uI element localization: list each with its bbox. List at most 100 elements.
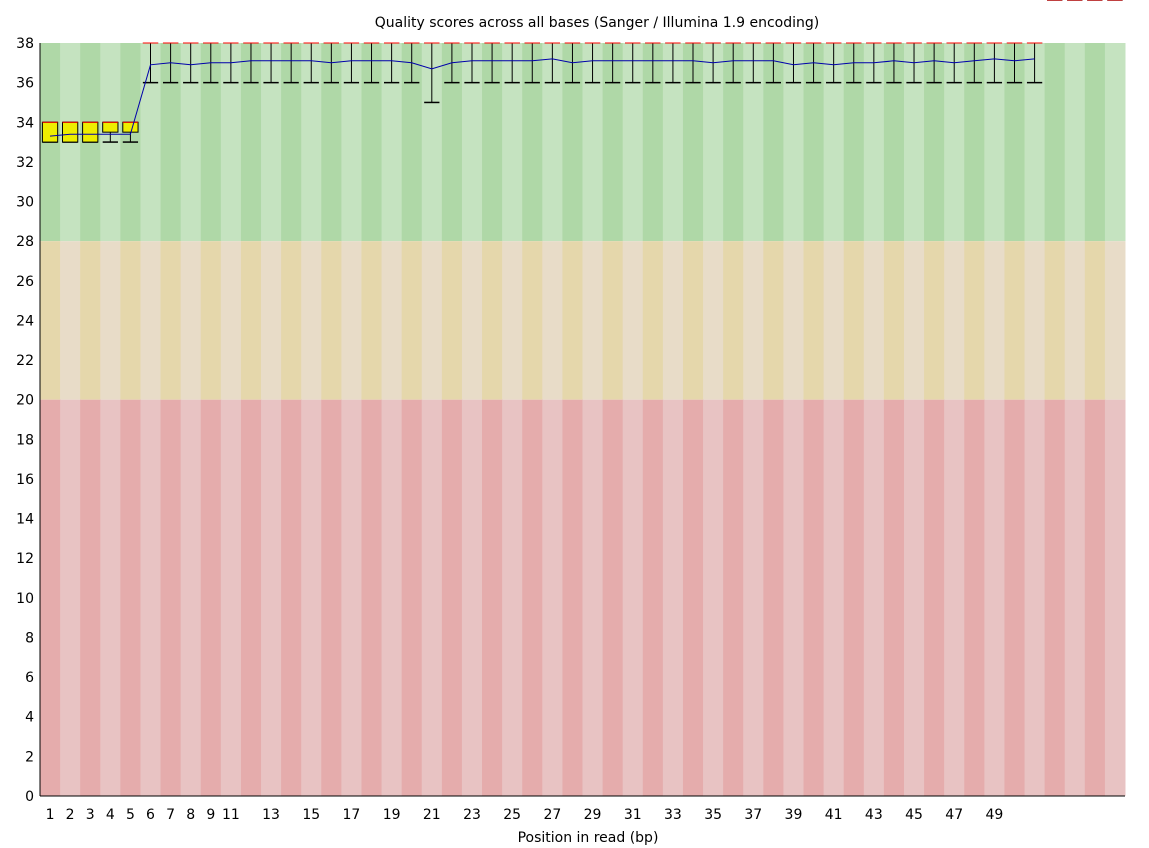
quality-bands <box>40 43 1126 796</box>
band-poor-stripe-2 <box>60 399 81 796</box>
band-poor-stripe-14 <box>301 399 322 796</box>
band-good-stripe-31 <box>642 43 664 242</box>
band-reasonable-stripe-6 <box>140 241 162 400</box>
band-good-stripe-41 <box>843 43 865 242</box>
band-poor-stripe-50 <box>1024 399 1046 796</box>
band-poor-stripe-17 <box>361 399 383 796</box>
box-1 <box>41 121 59 143</box>
x-tick-label-9: 9 <box>206 807 215 823</box>
band-good-stripe-9 <box>200 43 222 242</box>
band-reasonable-stripe-30 <box>622 241 644 400</box>
band-reasonable-stripe-11 <box>240 241 262 400</box>
band-reasonable-stripe-54 <box>1104 241 1126 400</box>
band-good-stripe-13 <box>281 43 302 242</box>
band-good-stripe-21 <box>441 43 463 242</box>
y-tick-label-22: 22 <box>16 353 34 369</box>
x-tick-label-33: 33 <box>664 807 682 823</box>
band-reasonable-stripe-52 <box>1064 241 1086 400</box>
band-poor-stripe-26 <box>542 399 563 796</box>
band-poor-stripe-23 <box>482 399 503 796</box>
band-reasonable-stripe-50 <box>1024 241 1046 400</box>
band-good-stripe-39 <box>803 43 825 242</box>
y-tick-label-34: 34 <box>16 115 34 131</box>
band-reasonable-stripe-4 <box>100 241 121 400</box>
band-poor-stripe-46 <box>944 399 965 796</box>
band-poor-stripe-25 <box>522 399 543 796</box>
band-good-stripe-25 <box>522 43 543 242</box>
band-good-stripe-7 <box>160 43 182 242</box>
band-poor-stripe-19 <box>401 399 423 796</box>
x-tick-label-1: 1 <box>46 807 55 823</box>
x-tick-label-45: 45 <box>905 807 923 823</box>
boxes-group <box>41 121 139 143</box>
band-reasonable-stripe-43 <box>883 241 905 400</box>
band-good-stripe-54 <box>1104 43 1126 242</box>
band-good-stripe-26 <box>542 43 563 242</box>
y-tick-label-4: 4 <box>25 710 34 726</box>
x-tick-label-17: 17 <box>343 807 361 823</box>
band-good-stripe-24 <box>502 43 523 242</box>
band-poor-stripe-11 <box>240 399 262 796</box>
band-reasonable-stripe-8 <box>180 241 202 400</box>
y-tick-label-32: 32 <box>16 155 34 171</box>
band-reasonable-stripe-29 <box>602 241 624 400</box>
band-good-stripe-12 <box>261 43 282 242</box>
y-tick-label-26: 26 <box>16 274 34 290</box>
band-reasonable-stripe-35 <box>723 241 744 400</box>
band-poor-stripe-36 <box>743 399 764 796</box>
band-good-stripe-30 <box>622 43 644 242</box>
band-poor-stripe-21 <box>441 399 463 796</box>
band-poor-stripe-44 <box>903 399 925 796</box>
band-reasonable-stripe-5 <box>120 241 141 400</box>
x-tick-label-6: 6 <box>146 807 155 823</box>
band-good-stripe-33 <box>682 43 704 242</box>
band-poor-stripe-9 <box>200 399 222 796</box>
band-reasonable-stripe-14 <box>301 241 322 400</box>
band-good-stripe-10 <box>220 43 242 242</box>
y-tick-label-12: 12 <box>16 551 34 567</box>
band-good-stripe-32 <box>662 43 684 242</box>
band-reasonable-stripe-32 <box>662 241 684 400</box>
band-reasonable-stripe-33 <box>682 241 704 400</box>
y-tick-label-30: 30 <box>16 195 34 211</box>
y-tick-label-24: 24 <box>16 313 34 329</box>
band-good-stripe-47 <box>964 43 985 242</box>
mean-line-group <box>49 58 1035 137</box>
band-poor-stripe-45 <box>924 399 945 796</box>
x-tick-label-43: 43 <box>865 807 883 823</box>
band-reasonable-stripe-19 <box>401 241 423 400</box>
band-poor-stripe-1 <box>40 399 61 796</box>
x-tick-label-39: 39 <box>785 807 803 823</box>
band-good-stripe-19 <box>401 43 423 242</box>
x-tick-label-29: 29 <box>584 807 602 823</box>
band-good-stripe-18 <box>381 43 403 242</box>
y-tick-label-2: 2 <box>25 749 34 765</box>
x-tick-label-27: 27 <box>543 807 561 823</box>
medians-group <box>42 0 1123 123</box>
x-tick-label-35: 35 <box>704 807 722 823</box>
band-good-stripe-53 <box>1084 43 1106 242</box>
band-good-stripe-48 <box>984 43 1005 242</box>
x-tick-label-19: 19 <box>383 807 401 823</box>
band-poor-stripe-4 <box>100 399 121 796</box>
y-tick-label-38: 38 <box>16 36 34 52</box>
y-tick-label-36: 36 <box>16 76 34 92</box>
band-poor-stripe-34 <box>703 399 724 796</box>
band-reasonable-stripe-9 <box>200 241 222 400</box>
band-poor-stripe-29 <box>602 399 624 796</box>
band-good-stripe-51 <box>1044 43 1066 242</box>
band-poor-stripe-10 <box>220 399 242 796</box>
band-reasonable-stripe-22 <box>461 241 483 400</box>
band-reasonable-stripe-12 <box>261 241 282 400</box>
band-poor-stripe-8 <box>180 399 202 796</box>
band-poor-stripe-31 <box>642 399 664 796</box>
band-good-stripe-43 <box>883 43 905 242</box>
band-good-stripe-15 <box>321 43 342 242</box>
band-poor-stripe-5 <box>120 399 141 796</box>
x-axis-title: Position in read (bp) <box>518 830 659 846</box>
band-reasonable-stripe-20 <box>421 241 443 400</box>
band-good-stripe-23 <box>482 43 503 242</box>
x-tick-label-31: 31 <box>624 807 642 823</box>
